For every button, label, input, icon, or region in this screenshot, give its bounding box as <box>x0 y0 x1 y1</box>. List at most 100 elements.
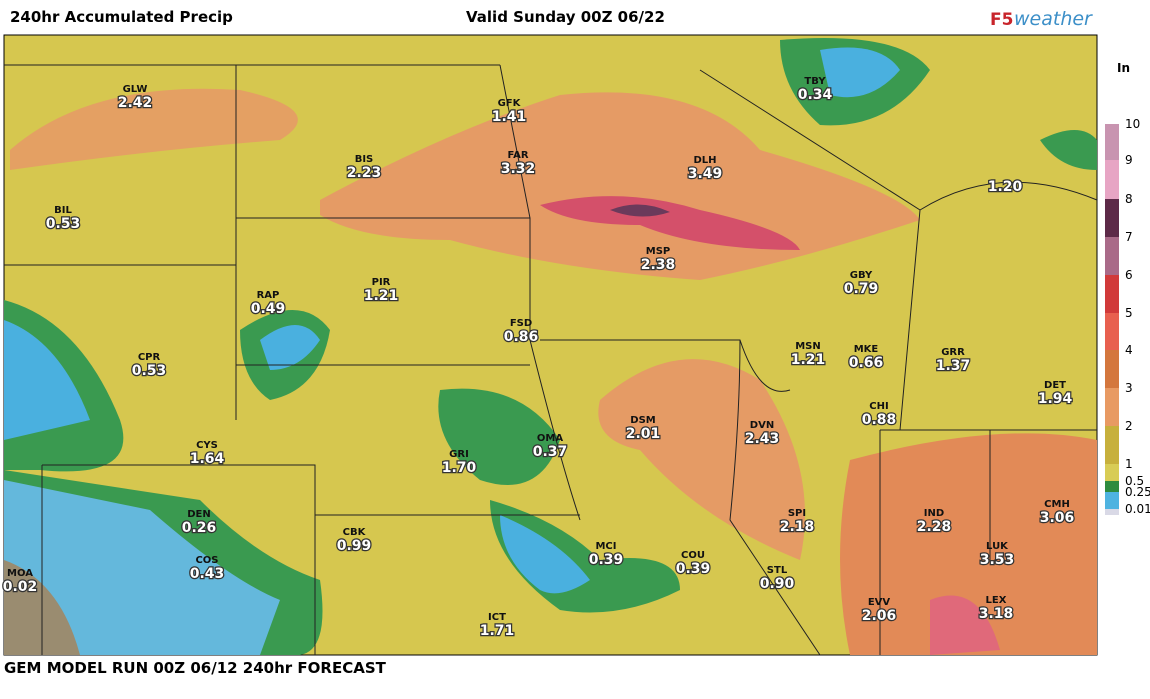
legend-tick-label: 10 <box>1125 117 1140 131</box>
station-value: 0.34 <box>798 87 833 103</box>
station-value: 1.21 <box>364 288 399 304</box>
legend-swatch <box>1105 426 1119 464</box>
station-value: 0.43 <box>190 566 225 582</box>
station-code: MSP <box>646 246 670 257</box>
valid-time: Valid Sunday 00Z 06/22 <box>466 8 665 26</box>
legend-swatch <box>1105 388 1119 426</box>
station-code: BIL <box>54 205 72 216</box>
station-code: GLW <box>123 84 148 95</box>
station-code: STL <box>767 565 788 576</box>
station-code: DVN <box>750 420 774 431</box>
station-value: 1.64 <box>190 451 225 467</box>
station-code: ICT <box>488 612 506 623</box>
station-code: MKE <box>854 344 879 355</box>
legend-swatch <box>1105 350 1119 388</box>
legend-tick-label: 0.5 <box>1125 474 1144 488</box>
station-value: 1.37 <box>936 358 971 374</box>
station-code: DEN <box>187 509 211 520</box>
station-value: 0.53 <box>132 363 167 379</box>
legend-tick-label: 2 <box>1125 419 1133 433</box>
station-code: FAR <box>507 150 528 161</box>
legend-tick-label: 0.25 <box>1125 485 1150 499</box>
station-value: 1.71 <box>480 623 515 639</box>
station-value: 3.06 <box>1040 510 1075 526</box>
station-value: 0.86 <box>504 329 539 345</box>
legend-swatch <box>1105 509 1119 515</box>
station-code: DET <box>1044 380 1066 391</box>
legend-swatch <box>1105 237 1119 275</box>
legend-tick-label: 7 <box>1125 230 1133 244</box>
station-value: 0.79 <box>844 281 879 297</box>
station-code: MCI <box>595 541 616 552</box>
station-code: DSM <box>630 415 656 426</box>
station-code: EVV <box>868 597 891 608</box>
station-code: MOA <box>7 568 33 579</box>
legend-tick-label: 5 <box>1125 306 1133 320</box>
footer: GEM MODEL RUN 00Z 06/12 240hr FORECAST <box>4 659 387 677</box>
legend-swatch <box>1105 160 1119 199</box>
station-value: 2.28 <box>917 519 952 535</box>
legend-tick-label: 8 <box>1125 192 1133 206</box>
station-code: GFK <box>498 98 522 109</box>
station-code: GBY <box>850 270 873 281</box>
legend-unit: In <box>1117 61 1130 75</box>
legend-tick-label: 0.01 <box>1125 502 1150 516</box>
station-value: 0.53 <box>46 216 81 232</box>
station-value: 3.53 <box>980 552 1015 568</box>
legend-tick-label: 6 <box>1125 268 1133 282</box>
station-value: 0.90 <box>760 576 795 592</box>
station-value: 1.21 <box>791 352 826 368</box>
station-value: 1.41 <box>492 109 527 125</box>
station-value: 2.01 <box>626 426 661 442</box>
station-value: 0.39 <box>589 552 624 568</box>
station-value: 0.02 <box>3 579 38 595</box>
station-code: COU <box>681 550 705 561</box>
legend-tick-label: 4 <box>1125 343 1133 357</box>
legend-tick-label: 3 <box>1125 381 1133 395</box>
station-value: 0.88 <box>862 412 897 428</box>
station-code: CHI <box>869 401 888 412</box>
station-value: 3.18 <box>979 606 1014 622</box>
station-value: 2.18 <box>780 519 815 535</box>
legend-tick-label: 9 <box>1125 153 1133 167</box>
station-value: 2.06 <box>862 608 897 624</box>
legend-swatch <box>1105 481 1119 492</box>
station-code: CPR <box>138 352 161 363</box>
station-code: SPI <box>788 508 806 519</box>
legend-swatch <box>1105 464 1119 481</box>
station-code: LUK <box>986 541 1009 552</box>
station-code: CBK <box>343 527 367 538</box>
legend-swatch <box>1105 275 1119 313</box>
station-code: LEX <box>986 595 1007 606</box>
station-value: 3.49 <box>688 166 723 182</box>
station-value: 2.38 <box>641 257 676 273</box>
station-code: COS <box>195 555 218 566</box>
legend-swatch <box>1105 124 1119 160</box>
station-value: 2.43 <box>745 431 780 447</box>
station-code: OMA <box>537 433 563 444</box>
station-code: GRR <box>941 347 965 358</box>
station-value: 1.70 <box>442 460 477 476</box>
legend-swatch <box>1105 492 1119 509</box>
logo-f5: F5 <box>990 10 1013 30</box>
logo-weather: weather <box>1014 8 1093 30</box>
station-value: 0.66 <box>849 355 884 371</box>
station-code: TBY <box>804 76 826 87</box>
map-area <box>3 34 1098 656</box>
station-value: 0.49 <box>251 301 286 317</box>
station-code: CMH <box>1044 499 1070 510</box>
legend-swatch <box>1105 313 1119 350</box>
title: 240hr Accumulated Precip <box>10 8 233 26</box>
station-value: 0.26 <box>182 520 217 536</box>
station-code: DLH <box>693 155 716 166</box>
station-code: RAP <box>257 290 280 301</box>
station-value: 1.94 <box>1038 391 1073 407</box>
station-value: 0.39 <box>676 561 711 577</box>
station-value: 3.32 <box>501 161 536 177</box>
station-code: GRI <box>449 449 469 460</box>
station-value: 0.99 <box>337 538 372 554</box>
station-value: 1.20 <box>988 179 1023 195</box>
station-code: FSD <box>510 318 532 329</box>
station-code: IND <box>924 508 944 519</box>
